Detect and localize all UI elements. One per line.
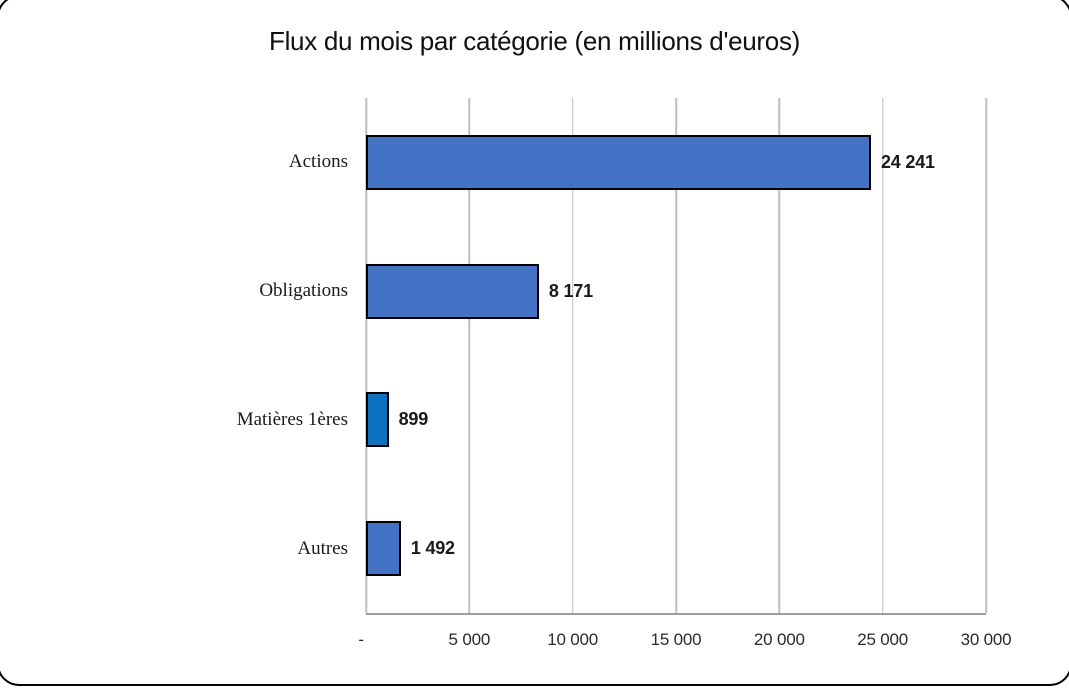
- bar-row: Autres 1 492: [297, 484, 986, 613]
- gridline: [675, 98, 677, 613]
- gridline: [571, 98, 574, 613]
- bar-autres: [366, 521, 401, 577]
- gridline: [881, 98, 884, 613]
- x-tick-label: 15 000: [650, 630, 702, 649]
- bar-row: Matières 1ères 899: [237, 356, 986, 485]
- x-tick-label: 20 000: [753, 630, 805, 649]
- chart-title: Flux du mois par catégorie (en millions …: [268, 26, 801, 56]
- x-tick-label: 10 000: [547, 630, 599, 649]
- bar-obligations: [366, 263, 539, 319]
- plot-area: Actions 24 241 Obligations 8 171 Matières 1è…: [237, 98, 987, 615]
- category-label: Actions: [288, 151, 348, 173]
- x-tick-label: 5 000: [448, 630, 491, 649]
- category-label: Obligations: [259, 280, 348, 302]
- bar-actions: [366, 134, 871, 190]
- category-label: Autres: [297, 537, 348, 559]
- gridline: [778, 98, 781, 613]
- x-tick-label: -: [358, 630, 364, 649]
- x-tick-label: 25 000: [857, 630, 909, 649]
- category-label: Matières 1ères: [236, 408, 348, 430]
- gridline: [985, 98, 987, 613]
- x-axis: - 5 000 10 000 15 000 20 000 25 000 30 000: [358, 630, 1011, 654]
- gridline: [468, 98, 471, 613]
- gridline: [365, 98, 367, 613]
- data-label: 8 171: [548, 280, 593, 301]
- data-label: 1 492: [410, 538, 455, 559]
- bar-row: Actions 24 241: [289, 98, 986, 227]
- bar-mati-res-1-res: [366, 392, 389, 448]
- x-tick-label: 30 000: [960, 630, 1012, 649]
- bar-row: Obligations 8 171: [259, 227, 986, 356]
- data-label: 24 241: [880, 151, 935, 172]
- data-label: 899: [398, 409, 429, 430]
